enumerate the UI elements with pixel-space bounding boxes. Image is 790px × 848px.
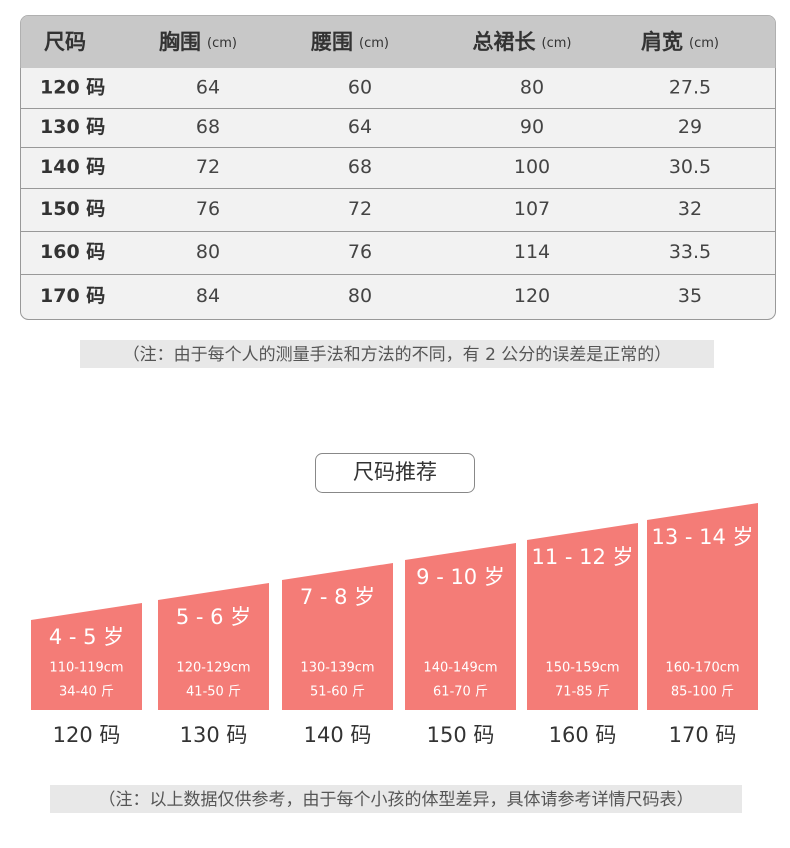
- card-size: 150 码: [427, 723, 495, 747]
- cell: 120: [514, 285, 550, 307]
- card-age: 7 - 8 岁: [300, 585, 375, 609]
- section-title-box: [315, 453, 475, 493]
- card-height: 160-170cm: [665, 661, 739, 676]
- cell: 90: [520, 116, 544, 138]
- table-header-bg: [20, 15, 776, 68]
- header-unit: (cm): [207, 36, 237, 51]
- card-age: 11 - 12 岁: [531, 545, 633, 569]
- size-card: [647, 503, 758, 710]
- card-weight: 51-60 斤: [310, 685, 365, 700]
- cell: 114: [514, 241, 550, 263]
- card-height: 110-119cm: [49, 661, 123, 676]
- card-weight: 61-70 斤: [433, 685, 488, 700]
- cell: 72: [196, 156, 220, 178]
- card-height: 120-129cm: [176, 661, 250, 676]
- row-label: 130 码: [40, 116, 105, 138]
- header-name: 肩宽: [641, 30, 683, 54]
- card-size: 120 码: [53, 723, 121, 747]
- header-cell: 腰围 (cm): [310, 30, 389, 54]
- size-card: [282, 563, 393, 710]
- cell: 80: [520, 77, 544, 99]
- header-unit: (cm): [689, 36, 719, 51]
- card-size: 170 码: [669, 723, 737, 747]
- cell: 72: [348, 198, 372, 220]
- card-age: 4 - 5 岁: [49, 625, 124, 649]
- cell: 35: [678, 285, 702, 307]
- card-age: 9 - 10 岁: [416, 565, 505, 589]
- note-bg: [50, 785, 742, 813]
- row-label: 120 码: [40, 77, 105, 99]
- cell: 76: [348, 241, 372, 263]
- section-title: 尺码推荐: [353, 460, 437, 484]
- size-card: [527, 523, 638, 710]
- cell: 60: [348, 77, 372, 99]
- row-label: 160 码: [40, 241, 105, 263]
- card-weight: 85-100 斤: [671, 685, 734, 700]
- size-card: [31, 603, 142, 710]
- header-unit: (cm): [359, 36, 389, 51]
- card-height: 150-159cm: [545, 661, 619, 676]
- cell: 27.5: [669, 77, 711, 99]
- cell: 68: [348, 156, 372, 178]
- size-card: [158, 583, 269, 710]
- cell: 84: [196, 285, 220, 307]
- cell: 80: [348, 285, 372, 307]
- cell: 107: [514, 198, 550, 220]
- card-weight: 71-85 斤: [555, 685, 610, 700]
- card-size: 130 码: [180, 723, 248, 747]
- card-height: 130-139cm: [300, 661, 374, 676]
- cell: 32: [678, 198, 702, 220]
- card-weight: 34-40 斤: [59, 685, 114, 700]
- card-size: 140 码: [304, 723, 372, 747]
- cell: 100: [514, 156, 550, 178]
- header-cell: 肩宽 (cm): [641, 30, 719, 54]
- cell: 68: [196, 116, 220, 138]
- row-label: 140 码: [40, 156, 105, 178]
- size-card: [405, 543, 516, 710]
- cell: 76: [196, 198, 220, 220]
- card-weight: 41-50 斤: [186, 685, 241, 700]
- card-height: 140-149cm: [423, 661, 497, 676]
- cell: 64: [348, 116, 372, 138]
- header-cell: 尺码: [44, 30, 86, 54]
- header-unit: (cm): [542, 36, 572, 51]
- header-cell: 胸围 (cm): [159, 30, 237, 54]
- card-age: 13 - 14 岁: [651, 525, 753, 549]
- cell: 80: [196, 241, 220, 263]
- header-name: 胸围: [159, 30, 201, 54]
- row-label: 150 码: [40, 198, 105, 220]
- header-name: 总裙长: [473, 30, 537, 54]
- cell: 29: [678, 116, 702, 138]
- row-label: 170 码: [40, 285, 105, 307]
- note-bg: [80, 340, 714, 368]
- cell: 30.5: [669, 156, 711, 178]
- header-cell: 总裙长 (cm): [473, 30, 572, 54]
- card-size: 160 码: [549, 723, 617, 747]
- note: （注：以上数据仅供参考，由于每个小孩的体型差异，具体请参考详情尺码表）: [99, 790, 694, 810]
- card-age: 5 - 6 岁: [176, 605, 251, 629]
- header-name: 腰围: [310, 30, 353, 54]
- note: （注：由于每个人的测量手法和方法的不同，有 2 公分的误差是正常的）: [123, 345, 672, 365]
- cell: 64: [196, 77, 220, 99]
- cell: 33.5: [669, 241, 711, 263]
